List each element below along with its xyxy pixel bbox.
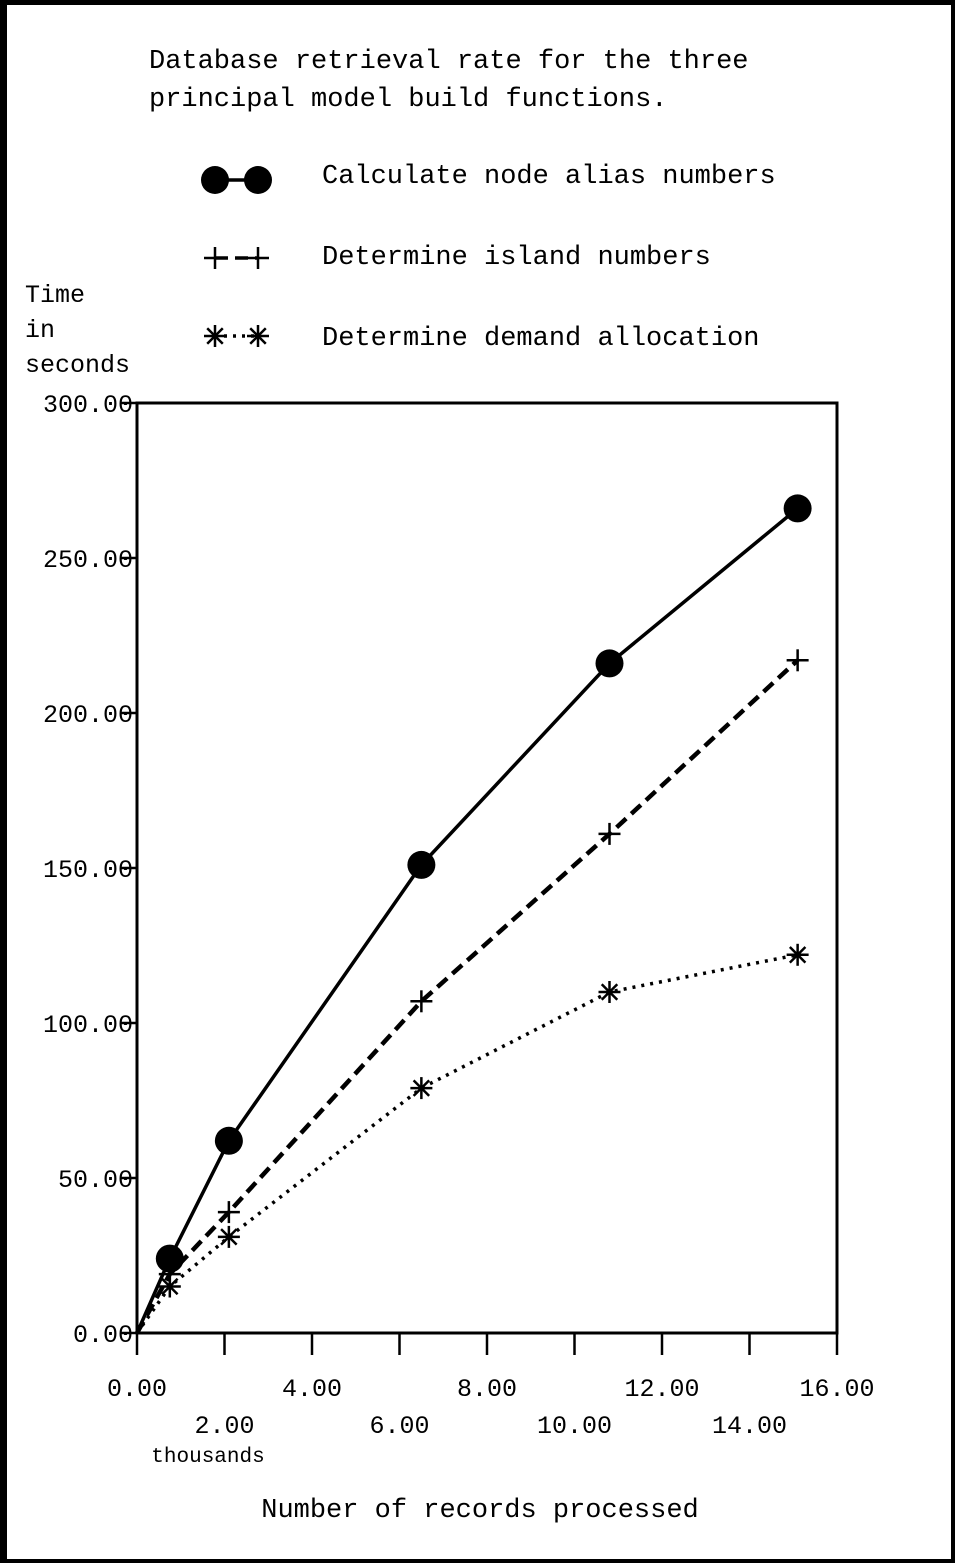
y-axis: 0.00 50.00 100.00 150.00 200.00 250.00 300.00 [43,391,137,1350]
chart-title-line-2: principal model build functions. [149,85,667,115]
x-axis: 0.00 2.00 4.00 6.00 8.00 10.00 12.00 14.00 16.00 [107,1333,875,1441]
data-point-calculate-node-alias-numbers [783,494,812,523]
data-point-determine-island-numbers [217,1201,240,1224]
series-layer [135,494,812,1335]
data-point-determine-demand-allocation [217,1225,240,1248]
legend-marker [204,325,226,347]
data-point-determine-island-numbers [410,990,433,1013]
x-axis-unit-label: thousands [151,1446,264,1469]
legend-marker [247,247,269,269]
x-tick-label: 6.00 [369,1412,429,1441]
chart-title-line-1: Database retrieval rate for the three [149,47,749,77]
x-tick-label: 4.00 [282,1375,342,1404]
data-point-calculate-node-alias-numbers [214,1126,243,1155]
y-axis-label-line-3: seconds [25,351,130,380]
legend: Calculate node alias numbers Determine i… [201,162,776,354]
y-tick-label: 50.00 [58,1166,133,1195]
series-determine-island-numbers [135,649,809,1335]
data-point-determine-island-numbers [786,649,809,672]
x-tick-label: 12.00 [624,1375,699,1404]
data-point-determine-demand-allocation [598,981,621,1003]
y-tick-label: 300.00 [43,391,133,420]
y-tick-label: 250.00 [43,546,133,575]
y-tick-label: 150.00 [43,856,133,885]
data-point-calculate-node-alias-numbers [595,649,624,678]
series-line-determine-demand-allocation [135,953,798,1335]
legend-marker [201,166,229,194]
data-point-determine-demand-allocation [786,943,809,966]
series-calculate-node-alias-numbers [135,494,812,1334]
legend-label-calculate-node-alias: Calculate node alias numbers [322,162,776,192]
x-tick-label: 14.00 [712,1412,787,1441]
legend-label-determine-island: Determine island numbers [322,243,711,273]
data-point-determine-demand-allocation [158,1275,181,1298]
legend-marker [204,247,226,269]
legend-sample-determine-island [204,247,269,269]
data-point-determine-island-numbers [598,822,621,845]
x-tick-label: 2.00 [194,1412,254,1441]
data-point-calculate-node-alias-numbers [407,850,436,879]
legend-sample-determine-demand [204,325,269,347]
legend-sample-calculate-node-alias [201,166,272,194]
x-tick-label: 8.00 [457,1375,517,1404]
series-determine-demand-allocation [135,943,809,1335]
y-axis-label-line-2: in [25,316,55,345]
legend-label-determine-demand: Determine demand allocation [322,324,759,354]
y-tick-label: 200.00 [43,701,133,730]
y-tick-label: 100.00 [43,1011,133,1040]
data-point-calculate-node-alias-numbers [155,1244,184,1273]
y-tick-label: 0.00 [73,1321,133,1350]
y-axis-label-line-1: Time [25,281,85,310]
x-tick-label: 10.00 [537,1412,612,1441]
x-tick-label: 0.00 [107,1375,167,1404]
x-tick-label: 16.00 [799,1375,874,1404]
x-axis-title: Number of records processed [261,1496,698,1526]
data-point-determine-demand-allocation [410,1077,433,1100]
legend-marker [244,166,272,194]
legend-marker [247,325,269,347]
